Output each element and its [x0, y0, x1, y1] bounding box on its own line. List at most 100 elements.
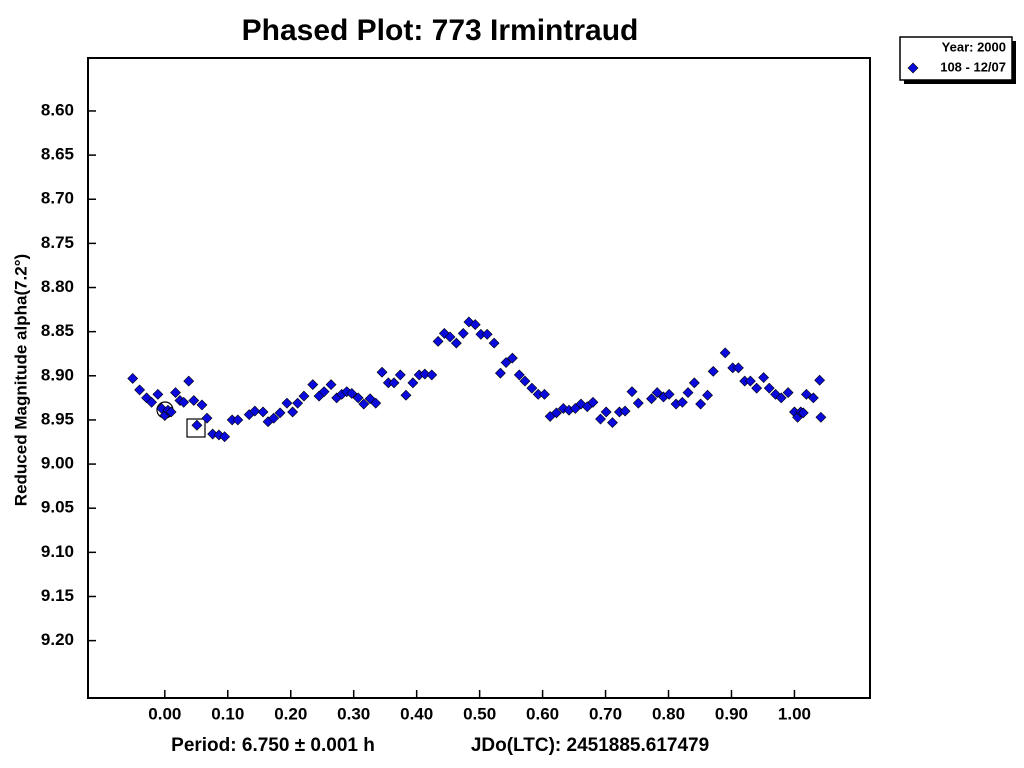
x-tick-label: 0.30 — [337, 704, 370, 723]
data-point — [702, 389, 713, 401]
data-point — [376, 366, 388, 378]
data-point — [388, 377, 400, 389]
y-tick-label: 9.15 — [41, 586, 74, 605]
footer-period: Period: 6.750 ± 0.001 h — [171, 735, 375, 756]
data-point — [551, 407, 562, 419]
data-point — [587, 396, 599, 408]
chart-title: Phased Plot: 773 Irmintraud — [242, 14, 639, 47]
y-tick-label: 8.85 — [41, 321, 74, 340]
data-point — [183, 375, 195, 387]
data-point — [807, 392, 819, 404]
data-point — [595, 413, 606, 425]
x-tick-label: 0.70 — [589, 704, 622, 723]
data-point — [444, 331, 456, 343]
data-point — [201, 412, 213, 424]
data-point — [400, 389, 412, 401]
data-point — [426, 369, 438, 381]
data-point — [457, 327, 469, 339]
data-point — [481, 328, 493, 340]
data-point — [268, 412, 280, 424]
data-point — [196, 399, 208, 411]
data-point — [469, 319, 481, 331]
legend-label: 108 - 12/07 — [940, 59, 1006, 74]
x-tick-label: 0.20 — [274, 704, 307, 723]
data-point — [281, 397, 293, 409]
x-tick-label: 1.00 — [778, 704, 811, 723]
data-point — [352, 392, 364, 404]
data-point — [682, 387, 694, 398]
y-tick-label: 9.10 — [41, 542, 74, 561]
data-point — [488, 337, 500, 349]
data-point — [782, 387, 794, 398]
data-point — [651, 387, 663, 398]
x-tick-label: 0.90 — [715, 704, 748, 723]
data-point — [358, 398, 370, 410]
data-point — [751, 382, 763, 394]
data-point — [188, 395, 200, 406]
data-point — [170, 387, 181, 398]
data-point — [707, 365, 719, 377]
data-point — [287, 406, 299, 418]
data-point — [797, 407, 809, 419]
data-point — [298, 390, 310, 402]
y-tick-label: 8.60 — [41, 100, 74, 119]
data-point — [500, 357, 512, 368]
data-point — [419, 368, 431, 380]
data-point — [663, 388, 675, 400]
data-point — [232, 414, 244, 426]
data-point — [744, 375, 756, 387]
data-point — [165, 406, 177, 418]
data-point — [513, 369, 525, 381]
data-point — [450, 337, 462, 349]
data-point — [775, 392, 787, 404]
x-tick-label: 0.80 — [652, 704, 685, 723]
data-point — [539, 388, 550, 400]
data-point — [506, 352, 518, 364]
y-tick-label: 8.75 — [41, 233, 74, 252]
y-tick-label: 8.65 — [41, 145, 74, 164]
data-point — [800, 388, 812, 400]
legend-marker — [907, 62, 919, 74]
data-point — [432, 335, 444, 347]
y-tick-label: 9.20 — [41, 630, 74, 649]
data-point — [695, 398, 707, 410]
data-point — [394, 369, 406, 381]
data-point — [646, 393, 657, 405]
reference-square — [186, 418, 206, 438]
data-point — [632, 397, 644, 409]
data-point — [127, 373, 139, 384]
data-point — [607, 417, 618, 429]
data-point — [292, 397, 304, 409]
y-tick-label: 9.05 — [41, 498, 74, 517]
x-tick-label: 0.60 — [526, 704, 559, 723]
data-point — [676, 396, 688, 408]
data-point — [688, 377, 700, 389]
data-point — [178, 396, 190, 408]
data-point — [134, 384, 146, 396]
x-tick-label: 0.50 — [463, 704, 496, 723]
data-point — [763, 382, 775, 394]
data-point — [519, 375, 531, 387]
legend-title: Year: 2000 — [942, 39, 1006, 54]
data-point — [494, 367, 506, 379]
y-axis-label: Reduced Magnitude alpha(7.2°) — [11, 254, 30, 506]
y-tick-label: 8.95 — [41, 409, 74, 428]
y-tick-label: 8.90 — [41, 365, 74, 384]
data-point — [318, 386, 330, 398]
legend-box — [899, 36, 1013, 81]
data-point — [249, 405, 261, 417]
data-point — [815, 411, 827, 423]
x-tick-label: 0.10 — [211, 704, 244, 723]
data-point — [407, 377, 419, 389]
y-tick-label: 9.00 — [41, 454, 74, 473]
data-point — [719, 347, 731, 359]
y-tick-label: 8.70 — [41, 189, 74, 208]
y-tick-label: 8.80 — [41, 277, 74, 296]
data-point — [146, 396, 158, 408]
data-point — [219, 431, 231, 443]
data-point — [600, 406, 612, 418]
data-point — [370, 397, 382, 409]
x-tick-label: 0.00 — [148, 704, 181, 723]
